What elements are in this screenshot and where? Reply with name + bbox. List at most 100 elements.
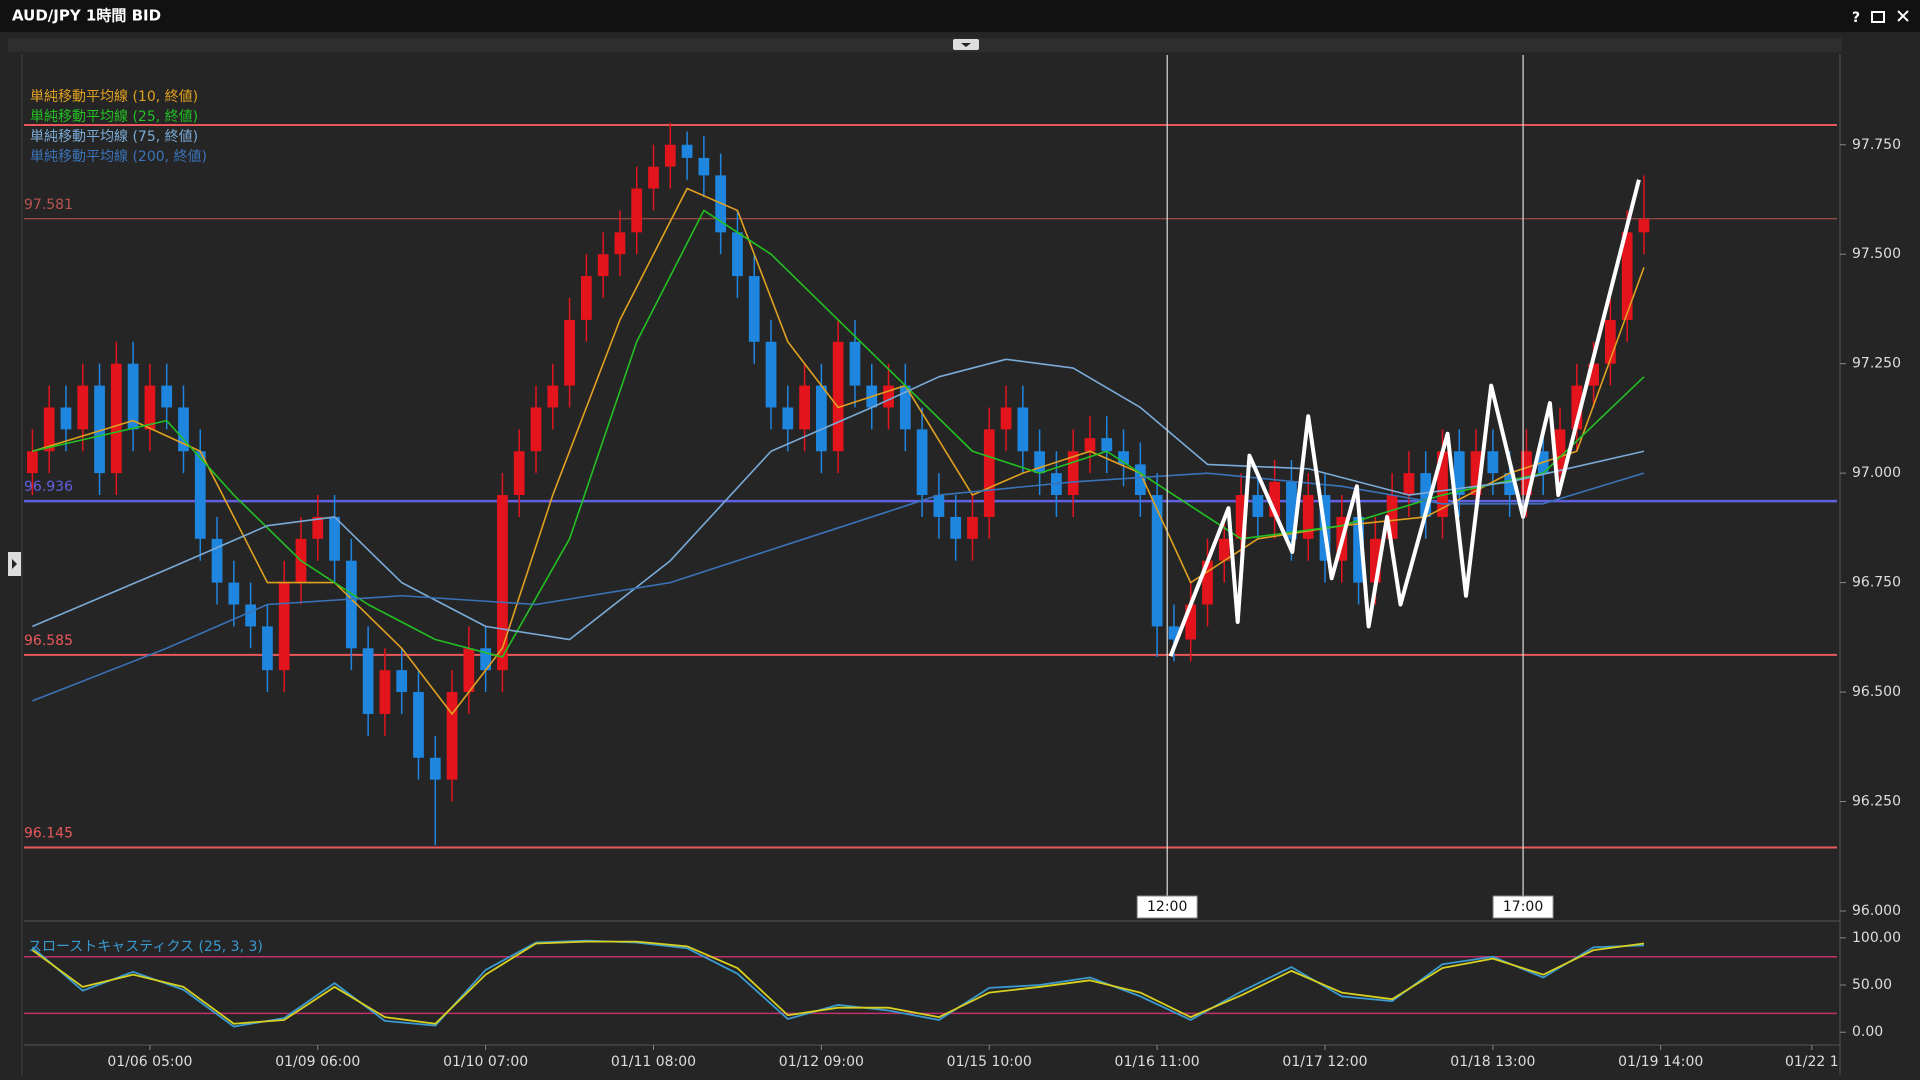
- maximize-button[interactable]: [1871, 11, 1885, 23]
- x-tick-label: 01/06 05:00: [107, 1054, 192, 1070]
- candle-body: [463, 648, 475, 693]
- candle-body: [799, 385, 810, 430]
- candle-body: [816, 385, 827, 452]
- candle-body: [597, 254, 609, 277]
- candle-body: [1286, 481, 1297, 539]
- candle-body: [178, 407, 189, 452]
- candle-body: [765, 341, 777, 408]
- x-tick-label: 01/11 08:00: [611, 1054, 696, 1070]
- candle-body: [144, 385, 156, 430]
- x-tick-label: 01/22 1: [1785, 1054, 1839, 1070]
- candle-body: [1067, 451, 1079, 496]
- y-tick-label: 97.750: [1852, 137, 1901, 153]
- candle-body: [1487, 451, 1499, 474]
- candle-body: [1302, 495, 1314, 539]
- candle-body: [1437, 451, 1448, 517]
- candle-body: [379, 670, 391, 714]
- candle-body: [345, 560, 357, 649]
- candle-body: [1554, 429, 1566, 474]
- candle-body: [1017, 407, 1029, 452]
- candle-body: [732, 232, 743, 277]
- level-label: 96.585: [24, 633, 73, 649]
- x-tick-label: 01/18 13:00: [1450, 1054, 1535, 1070]
- y-tick-label: 97.500: [1852, 246, 1901, 262]
- candle-body: [27, 451, 38, 474]
- candle-body: [681, 144, 693, 158]
- candle-body: [278, 582, 290, 671]
- candle-body: [110, 363, 122, 474]
- candle-body: [967, 516, 978, 539]
- candle-body: [1571, 385, 1583, 430]
- x-tick-label: 01/09 06:00: [275, 1054, 360, 1070]
- candle-body: [60, 407, 72, 430]
- x-tick-label: 01/19 14:00: [1618, 1054, 1703, 1070]
- close-button[interactable]: [1897, 10, 1909, 22]
- y-tick-label: 0.00: [1852, 1024, 1883, 1040]
- candle-body: [1218, 538, 1230, 561]
- y-tick-label: 96.250: [1852, 794, 1901, 810]
- candle-body: [513, 451, 525, 496]
- level-label: 96.145: [24, 826, 73, 842]
- candle-body: [1202, 560, 1213, 605]
- candle-body: [1235, 495, 1247, 539]
- candle-body: [1168, 626, 1180, 640]
- y-tick-label: 96.000: [1852, 903, 1901, 919]
- candle-body: [1134, 464, 1146, 496]
- candle-body: [1453, 451, 1465, 496]
- y-tick-label: 97.000: [1852, 465, 1901, 481]
- help-button[interactable]: ?: [1852, 10, 1860, 26]
- y-tick-label: 100.00: [1852, 930, 1901, 946]
- candle-body: [698, 157, 710, 176]
- candle-body: [1386, 495, 1398, 539]
- side-tab-icon: [12, 559, 17, 569]
- candle-body: [1605, 319, 1616, 364]
- window-title: AUD/JPY 1時間 BID: [12, 7, 161, 25]
- candle-body: [1403, 473, 1415, 496]
- x-tick-label: 01/15 10:00: [947, 1054, 1032, 1070]
- legend-entry: 単純移動平均線 (25, 終値): [30, 109, 198, 125]
- candle-body: [211, 538, 223, 583]
- x-tick-label: 01/17 12:00: [1282, 1054, 1367, 1070]
- candle-body: [564, 319, 575, 386]
- candle-body: [43, 407, 55, 452]
- y-tick-label: 96.750: [1852, 575, 1901, 591]
- x-tick-label: 01/12 09:00: [779, 1054, 864, 1070]
- candle-body: [950, 516, 962, 539]
- candle-body: [1000, 407, 1012, 430]
- candle-body: [748, 276, 760, 342]
- candle-body: [1504, 473, 1516, 496]
- candle-body: [1353, 516, 1364, 583]
- candle-body: [228, 582, 240, 605]
- candle-body: [933, 495, 945, 517]
- y-tick-label: 50.00: [1852, 977, 1892, 993]
- candle-body: [194, 451, 206, 539]
- candle-body: [664, 144, 676, 167]
- level-label: 96.936: [24, 479, 73, 495]
- candle-body: [547, 385, 559, 408]
- moving-average-line: [32, 472, 1645, 702]
- candle-body: [1420, 473, 1432, 517]
- x-tick-label: 01/16 11:00: [1115, 1054, 1200, 1070]
- candle-body: [480, 648, 492, 671]
- level-label: 97.581: [24, 197, 73, 213]
- candle-body: [648, 166, 659, 189]
- oscillator-line: [31, 939, 1644, 1028]
- candle-body: [329, 516, 340, 561]
- marker-box: [1492, 895, 1554, 919]
- candle-body: [1369, 538, 1381, 583]
- candle-body: [1621, 232, 1633, 320]
- candle-body: [262, 626, 273, 671]
- title-bar: [0, 0, 1920, 32]
- legend-entry: 単純移動平均線 (10, 終値): [30, 89, 198, 105]
- candle-body: [1101, 438, 1113, 452]
- y-tick-label: 97.250: [1852, 356, 1901, 372]
- candle-body: [1638, 219, 1650, 233]
- candle-body: [94, 385, 105, 474]
- candle-body: [631, 188, 643, 233]
- candle-body: [362, 648, 374, 714]
- candle-body: [396, 670, 408, 693]
- candle-body: [1084, 438, 1096, 452]
